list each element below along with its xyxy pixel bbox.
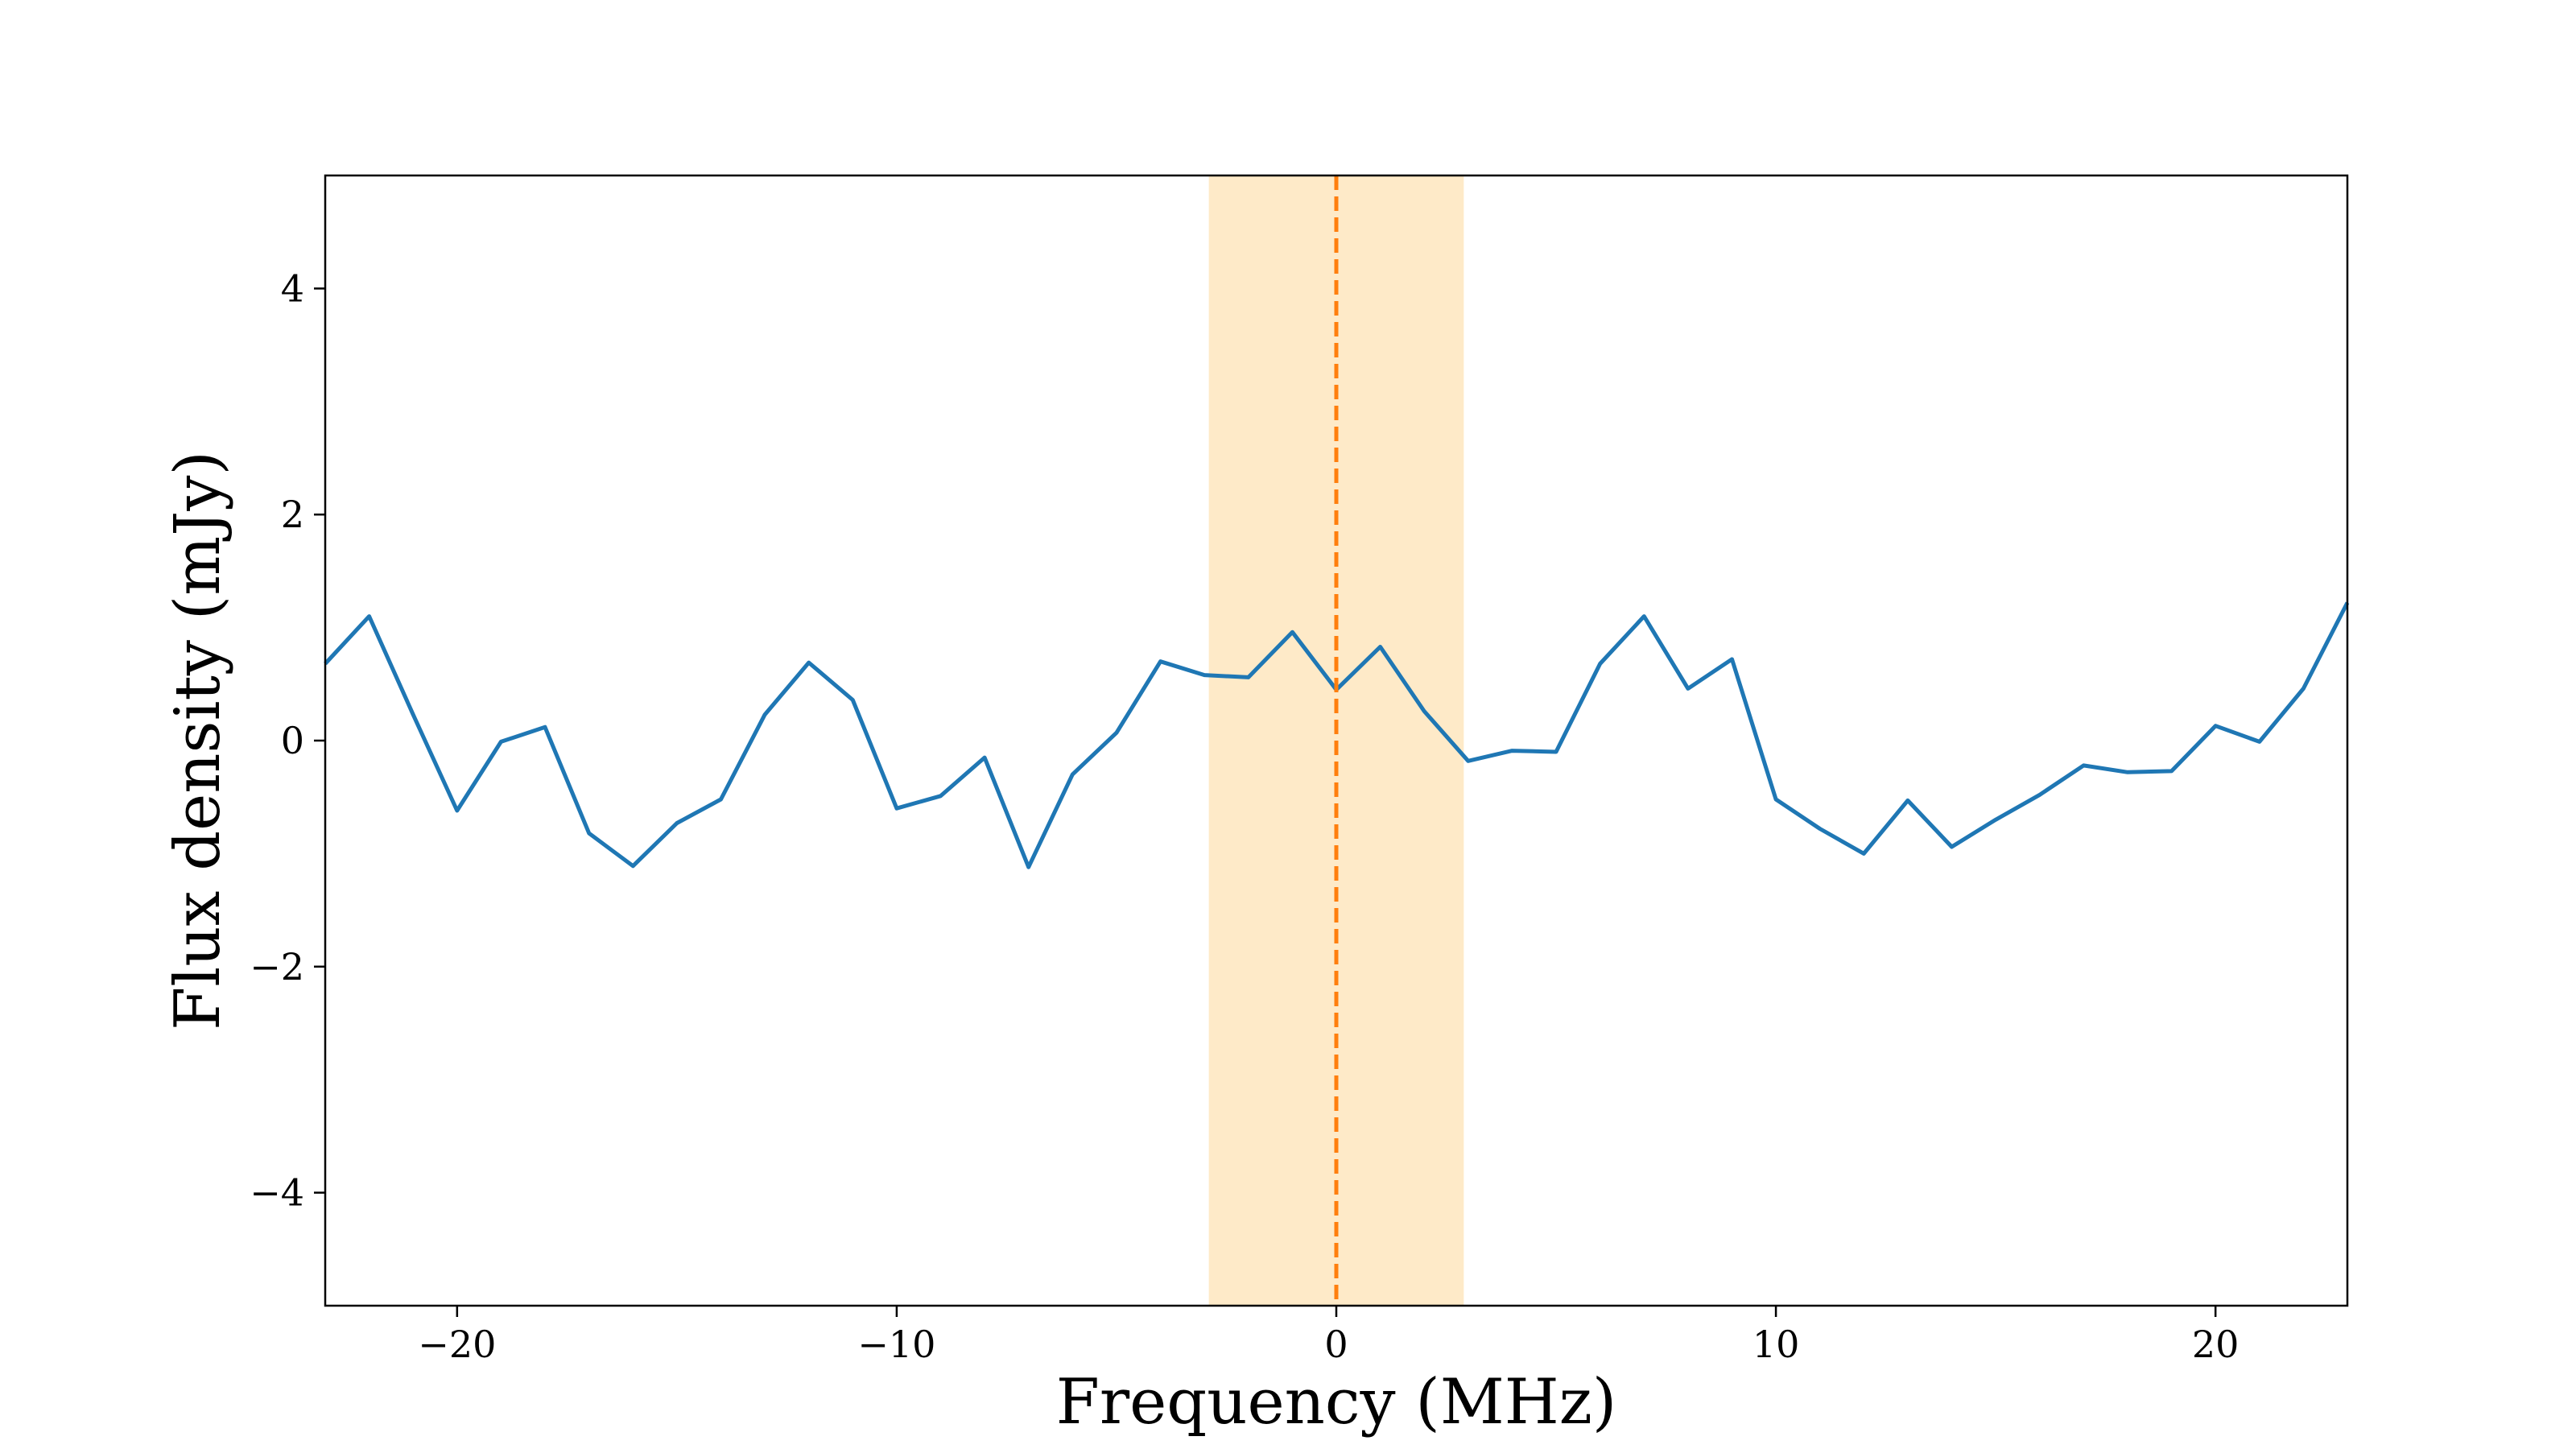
x-tick-label: −20 [418,1323,496,1366]
y-tick-label: 2 [281,493,304,536]
x-tick-label: 0 [1324,1323,1348,1366]
y-tick-label: −2 [250,945,304,989]
x-axis-title: Frequency (MHz) [1056,1366,1617,1439]
x-tick-label: 10 [1752,1323,1800,1366]
x-tick-label: −10 [857,1323,935,1366]
x-tick-label: 20 [2192,1323,2240,1366]
y-tick-label: −4 [250,1171,304,1215]
y-axis-title: Flux density (mJy) [162,451,234,1030]
y-tick-label: 4 [281,266,304,310]
y-tick-label: 0 [281,719,304,762]
